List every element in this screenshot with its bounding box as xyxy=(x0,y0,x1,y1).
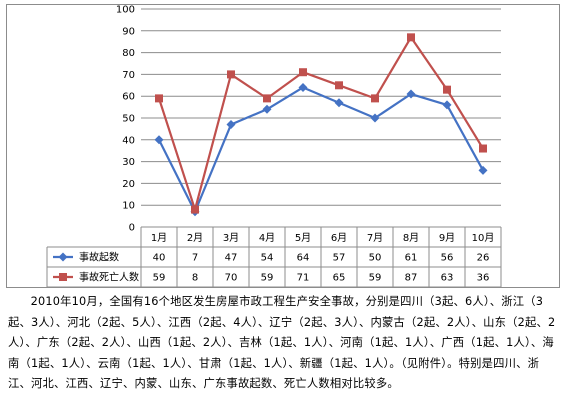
data-label: 63 xyxy=(441,273,454,284)
data-point xyxy=(478,165,488,175)
data-label: 59 xyxy=(261,273,274,284)
y-tick-label: 20 xyxy=(122,179,135,190)
data-point xyxy=(262,104,272,114)
data-label: 36 xyxy=(477,273,490,284)
legend-key-marker xyxy=(58,252,68,262)
data-point xyxy=(154,135,164,145)
data-point xyxy=(371,94,379,103)
line-chart: 0 10 20 30 40 50 60 70 80 90 100 1月 2月 3月 4月 5月 6月 7月 8月 9月… xyxy=(46,5,502,287)
data-label: 71 xyxy=(297,273,310,284)
y-tick-label: 60 xyxy=(122,92,135,103)
x-tick-label: 5月 xyxy=(295,232,311,244)
x-tick-label: 7月 xyxy=(367,232,383,244)
data-point xyxy=(442,100,452,110)
data-label: 40 xyxy=(153,253,166,264)
series-line xyxy=(158,86,484,213)
data-label: 7 xyxy=(192,253,198,264)
caption: 2010年10月，全国有16个地区发生房屋市政工程生产安全事故，分别是四川（3起… xyxy=(8,292,558,395)
x-tick-label: 1月 xyxy=(151,232,167,244)
data-point xyxy=(155,94,163,103)
chart-area: 0 10 20 30 40 50 60 70 80 90 100 1月 2月 3月 4月 5月 6月 7月 8月 9月… xyxy=(6,4,560,288)
data-label: 56 xyxy=(441,253,454,264)
y-tick-label: 30 xyxy=(122,157,135,168)
x-tick-label: 10月 xyxy=(472,232,495,244)
data-point xyxy=(227,70,235,79)
data-label: 8 xyxy=(192,273,198,284)
data-label: 50 xyxy=(369,253,382,264)
data-label: 59 xyxy=(369,273,382,284)
data-point xyxy=(370,113,380,123)
y-tick-label: 10 xyxy=(122,201,135,212)
data-label: 54 xyxy=(261,253,274,264)
data-label: 57 xyxy=(333,253,346,264)
data-point xyxy=(298,82,308,92)
data-point xyxy=(299,68,307,77)
x-tick-label: 4月 xyxy=(259,232,275,244)
data-point xyxy=(443,85,451,94)
legend-label: 事故起数 xyxy=(79,251,119,264)
x-tick-label: 9月 xyxy=(439,232,455,244)
data-point xyxy=(263,94,271,103)
x-tick-label: 2月 xyxy=(187,232,203,244)
data-label: 70 xyxy=(225,273,238,284)
x-tick-label: 8月 xyxy=(403,232,419,244)
x-tick-label: 6月 xyxy=(331,232,347,244)
data-point xyxy=(406,89,416,99)
data-label: 65 xyxy=(333,273,346,284)
x-tick-label: 3月 xyxy=(223,232,239,244)
y-tick-label: 70 xyxy=(122,70,135,81)
y-tick-label: 80 xyxy=(122,48,135,59)
y-tick-label: 0 xyxy=(129,223,135,234)
data-label: 47 xyxy=(225,253,238,264)
data-point xyxy=(226,120,236,130)
y-tick-label: 90 xyxy=(122,26,135,37)
y-tick-label: 50 xyxy=(122,114,135,125)
caption-text: 2010年10月，全国有16个地区发生房屋市政工程生产安全事故，分别是四川（3起… xyxy=(8,295,556,390)
y-tick-label: 100 xyxy=(116,5,135,16)
data-point xyxy=(334,98,344,108)
series-line xyxy=(157,36,484,211)
legend-label: 事故死亡人数 xyxy=(79,271,139,284)
data-label: 61 xyxy=(405,253,418,264)
data-label: 26 xyxy=(477,253,490,264)
data-point xyxy=(335,81,343,90)
data-label: 87 xyxy=(405,273,418,284)
data-point xyxy=(479,144,487,153)
legend-key-marker xyxy=(59,273,67,281)
data-point xyxy=(407,33,415,42)
y-tick-label: 40 xyxy=(122,135,135,146)
data-label: 64 xyxy=(297,253,310,264)
data-point xyxy=(191,205,199,214)
data-label: 59 xyxy=(153,273,166,284)
